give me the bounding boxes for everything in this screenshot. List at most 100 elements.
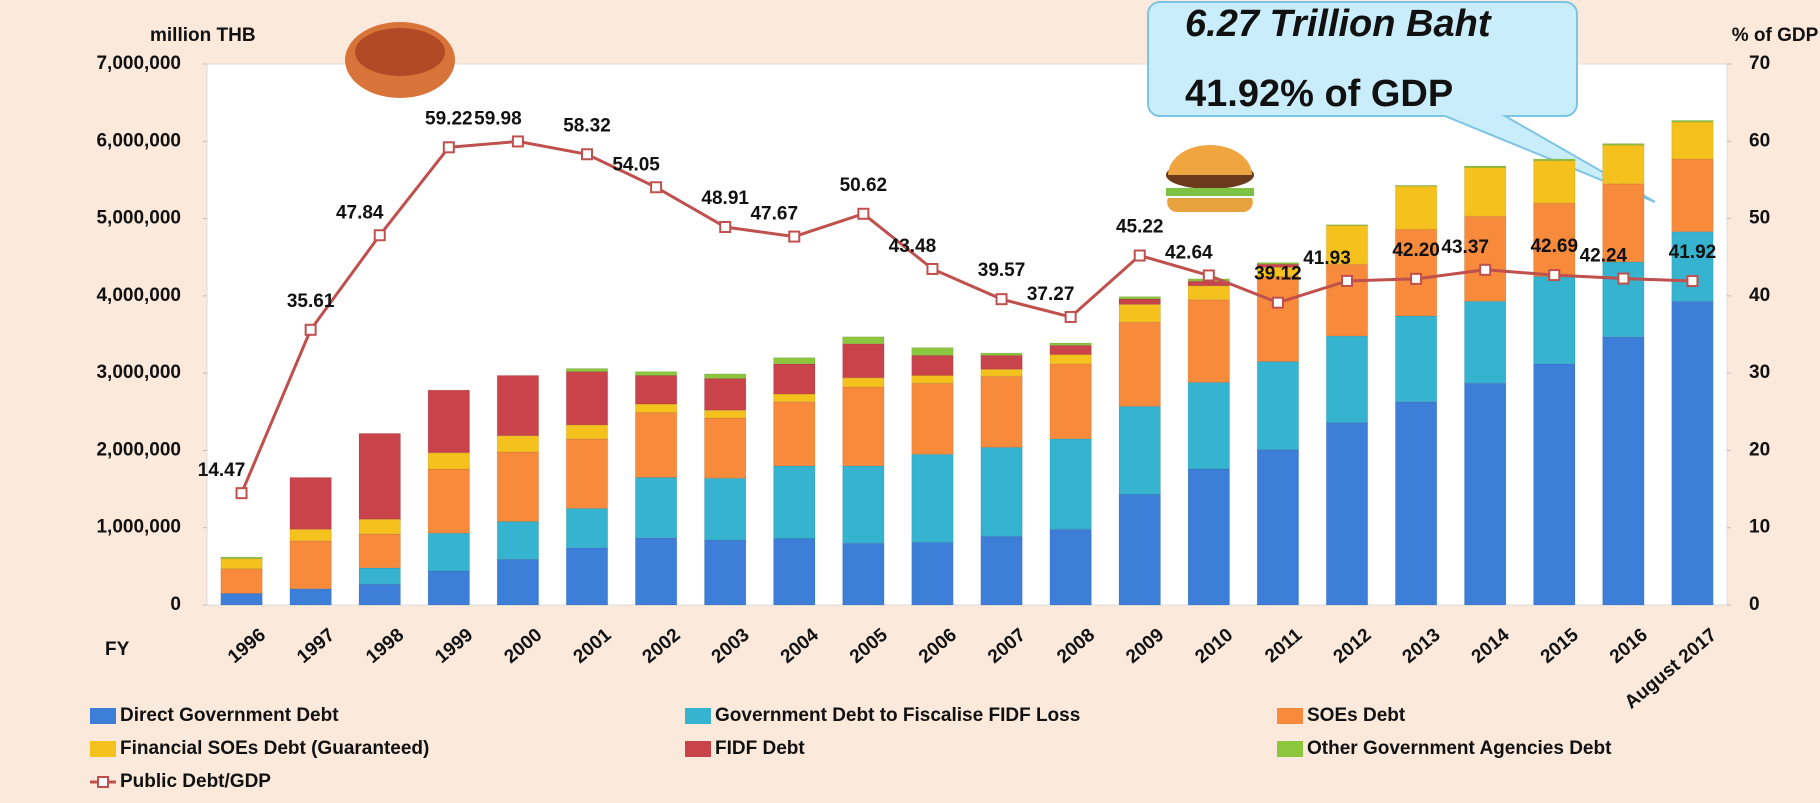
legend-label: Public Debt/GDP xyxy=(120,771,271,792)
bar-segment xyxy=(1257,362,1298,450)
data-label: 43.37 xyxy=(1441,237,1489,258)
y2-tick-label: 50 xyxy=(1749,208,1770,229)
bar-segment xyxy=(981,369,1022,376)
line-marker xyxy=(1135,251,1145,261)
bar-segment xyxy=(1534,277,1575,364)
line-marker xyxy=(1411,274,1421,284)
bar-segment xyxy=(1534,161,1575,204)
bar-segment xyxy=(428,571,469,605)
bar-segment xyxy=(1119,304,1160,322)
y2-tick-label: 30 xyxy=(1749,362,1770,383)
legend-label: Other Government Agencies Debt xyxy=(1307,738,1612,759)
line-marker xyxy=(651,182,661,192)
bar-segment xyxy=(428,533,469,571)
bar-segment xyxy=(912,542,953,605)
data-label: 41.93 xyxy=(1303,248,1351,269)
bar-segment xyxy=(1464,383,1505,605)
y2-tick-label: 70 xyxy=(1749,53,1770,74)
bar-segment xyxy=(428,469,469,533)
bar-segment xyxy=(497,375,538,435)
bar-segment xyxy=(774,394,815,402)
bar-segment xyxy=(1603,145,1644,184)
data-label: 58.32 xyxy=(563,115,611,136)
data-label: 41.92 xyxy=(1669,242,1717,263)
y-tick-label: 2,000,000 xyxy=(96,439,181,460)
data-label: 43.48 xyxy=(889,236,937,257)
bar-segment xyxy=(704,478,745,540)
bar-segment xyxy=(221,557,262,559)
data-label: 42.69 xyxy=(1530,236,1578,257)
bar-segment xyxy=(1050,439,1091,529)
bar-segment xyxy=(359,568,400,584)
bar-segment xyxy=(843,337,884,344)
bar-segment xyxy=(566,548,607,605)
data-label: 14.47 xyxy=(198,460,246,481)
bar-segment xyxy=(912,454,953,542)
bar-segment xyxy=(428,453,469,469)
legend-swatch xyxy=(90,708,116,724)
bar-segment xyxy=(290,529,331,541)
y-tick-label: 6,000,000 xyxy=(96,130,181,151)
legend-label: SOEs Debt xyxy=(1307,705,1406,726)
bar-segment xyxy=(1395,185,1436,186)
line-marker xyxy=(1204,270,1214,280)
bar-segment xyxy=(566,508,607,547)
data-label: 47.84 xyxy=(336,202,384,223)
bar-segment xyxy=(635,538,676,605)
bar-segment xyxy=(1188,469,1229,605)
data-label: 54.05 xyxy=(612,154,660,175)
y-tick-label: 0 xyxy=(170,594,181,615)
chart: million THB % of GDP FY 6.27 Trillion Ba… xyxy=(0,0,1820,803)
bar-segment xyxy=(704,418,745,478)
bar-segment xyxy=(635,372,676,376)
bar-segment xyxy=(1464,301,1505,383)
legend-label: FIDF Debt xyxy=(715,738,805,759)
data-label: 48.91 xyxy=(701,188,749,209)
bar-segment xyxy=(774,402,815,466)
legend-swatch xyxy=(685,741,711,757)
y2-tick-label: 60 xyxy=(1749,130,1770,151)
data-label: 39.12 xyxy=(1254,264,1302,285)
bar-segment xyxy=(221,559,262,569)
bar-segment xyxy=(981,536,1022,605)
bar-segment xyxy=(497,452,538,522)
bar-segment xyxy=(1464,216,1505,301)
line-marker xyxy=(997,294,1007,304)
bar-segment xyxy=(1188,300,1229,383)
bar-segment xyxy=(1326,225,1367,226)
y2-tick-label: 40 xyxy=(1749,285,1770,306)
bar-segment xyxy=(635,413,676,478)
line-marker xyxy=(444,142,454,152)
bar-segment xyxy=(566,439,607,509)
y2-tick-label: 20 xyxy=(1749,439,1770,460)
data-label: 42.64 xyxy=(1165,242,1213,263)
bar-segment xyxy=(290,477,331,529)
data-label: 42.24 xyxy=(1580,246,1628,267)
bar-segment xyxy=(1672,301,1713,605)
bar-segment xyxy=(1119,297,1160,299)
line-marker xyxy=(1066,312,1076,322)
bar-segment xyxy=(497,522,538,560)
bar-segment xyxy=(566,372,607,425)
line-marker xyxy=(1480,265,1490,275)
data-label: 59.98 xyxy=(474,108,522,129)
bar-segment xyxy=(1464,168,1505,217)
data-label: 59.22 xyxy=(425,108,473,129)
bar-segment xyxy=(1050,343,1091,345)
line-marker xyxy=(720,222,730,232)
y-tick-label: 4,000,000 xyxy=(96,285,181,306)
bar-segment xyxy=(221,593,262,605)
bar-segment xyxy=(912,383,953,454)
bar-segment xyxy=(1395,186,1436,229)
bar-segment xyxy=(1534,364,1575,605)
data-label: 42.20 xyxy=(1392,240,1440,261)
y-tick-label: 7,000,000 xyxy=(96,53,181,74)
bar-segment xyxy=(1257,277,1298,362)
line-marker xyxy=(513,136,523,146)
data-label: 50.62 xyxy=(840,175,888,196)
y2-axis-label: % of GDP xyxy=(1732,25,1819,46)
bar-segment xyxy=(704,540,745,605)
bar-segment xyxy=(359,584,400,605)
legend-label: Government Debt to Fiscalise FIDF Loss xyxy=(715,705,1080,726)
bar-segment xyxy=(566,425,607,439)
